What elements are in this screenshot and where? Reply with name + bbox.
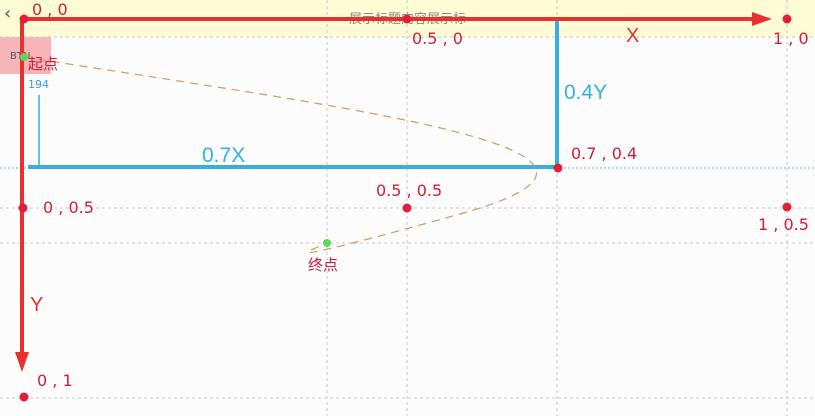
- box-value: 194: [28, 78, 49, 91]
- start-dot: [20, 53, 28, 61]
- label-left-half: 0 , 0.5: [43, 198, 94, 217]
- label-one-y: 0 , 1: [37, 371, 73, 390]
- label-one-x: 1 , 0: [773, 29, 809, 48]
- label-control: 0.7 , 0.4: [571, 144, 637, 163]
- point-one-x: [782, 14, 792, 24]
- point-control: [553, 163, 563, 173]
- end-dot: [323, 239, 331, 247]
- label-mid: 0.5 , 0.5: [376, 181, 442, 200]
- x-axis-arrow: [752, 12, 772, 26]
- chevron-left-icon[interactable]: ‹: [4, 3, 12, 24]
- label-right-half: 1 , 0.5: [758, 215, 809, 234]
- point-half-x: [402, 14, 412, 24]
- point-origin: [19, 14, 29, 24]
- y-axis-label: Y: [30, 294, 43, 316]
- x-axis-label: X: [626, 25, 639, 47]
- point-one-y: [19, 392, 29, 402]
- label-half-x: 0.5 , 0: [412, 29, 463, 48]
- end-label: 终点: [308, 256, 338, 274]
- y-axis-arrow: [15, 352, 29, 372]
- start-label: 起点: [28, 55, 58, 73]
- segment-horizontal-label: 0.7X: [202, 144, 245, 167]
- point-right-half: [782, 202, 792, 212]
- point-left-half: [18, 203, 28, 213]
- point-mid: [402, 203, 412, 213]
- label-origin: 0 , 0: [32, 0, 68, 19]
- segment-vertical-label: 0.4Y: [564, 81, 607, 104]
- bezier-curve: [23, 56, 538, 254]
